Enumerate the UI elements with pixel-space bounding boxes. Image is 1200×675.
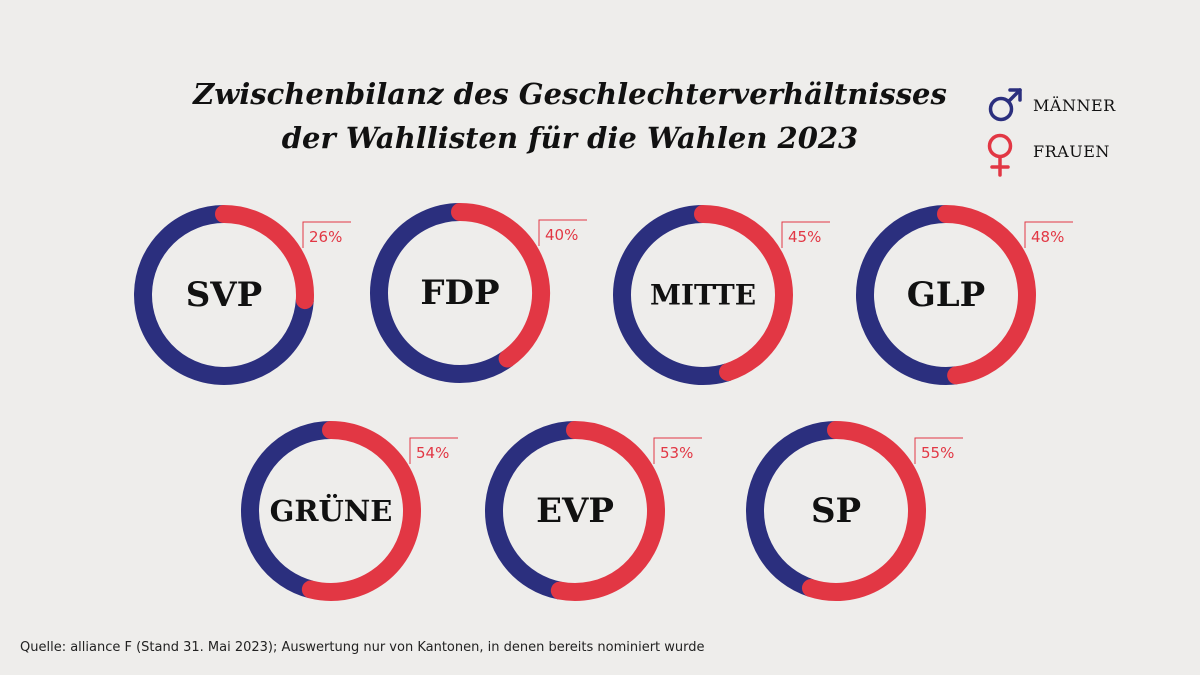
donut-label-fdp: FDP — [420, 273, 499, 313]
donut-segment-women-fdp — [451, 203, 550, 368]
donut-segment-women-sp — [801, 421, 926, 601]
donut-label-mitte: MITTE — [650, 279, 756, 312]
pct-callout-line-svp — [302, 221, 351, 248]
source-note: Quelle: alliance F (Stand 31. Mai 2023);… — [20, 640, 705, 655]
donut-segment-women-gruene — [301, 421, 421, 601]
donut-glp: GLP 48% — [856, 205, 1073, 385]
donut-sp: SP 55% — [746, 421, 963, 601]
pct-label-evp: 53% — [660, 444, 693, 462]
pct-callout-line-gruene — [409, 437, 458, 464]
donut-segment-women-svp — [215, 205, 314, 310]
donut-evp: EVP 53% — [485, 421, 702, 601]
female-symbol-icon — [987, 133, 1013, 177]
pct-callout-line-sp — [914, 437, 963, 464]
pct-label-glp: 48% — [1031, 228, 1064, 246]
donut-label-gruene: GRÜNE — [270, 492, 393, 528]
donut-mitte: MITTE 45% — [613, 205, 830, 385]
pct-label-gruene: 54% — [416, 444, 449, 462]
donut-segment-women-mitte — [694, 205, 793, 382]
male-symbol-icon — [988, 88, 1022, 122]
chart-title: Zwischenbilanz des Geschlechterverhältni… — [170, 72, 970, 160]
donut-segment-men-evp — [485, 421, 576, 600]
donut-svp: SVP 26% — [134, 205, 351, 385]
donut-segment-men-gruene — [241, 421, 332, 599]
pct-label-svp: 26% — [309, 228, 342, 246]
pct-label-sp: 55% — [921, 444, 954, 462]
pct-callout-line-glp — [1024, 221, 1073, 248]
donut-label-svp: SVP — [186, 275, 263, 315]
donut-segment-men-sp — [746, 421, 837, 597]
donut-segment-women-glp — [937, 205, 1036, 385]
pct-label-fdp: 40% — [545, 226, 578, 244]
donut-segment-men-svp — [134, 205, 314, 385]
legend-label-women: FRAUEN — [1033, 142, 1110, 161]
legend-label-men: MÄNNER — [1033, 96, 1116, 115]
pct-callout-line-evp — [653, 437, 702, 464]
donut-label-sp: SP — [811, 491, 861, 531]
pct-callout-line-mitte — [781, 221, 830, 248]
donut-segment-men-glp — [856, 205, 958, 385]
donut-fdp: FDP 40% — [370, 203, 587, 383]
donut-label-evp: EVP — [536, 491, 614, 531]
pct-label-mitte: 45% — [788, 228, 821, 246]
chart-title-line-1: Zwischenbilanz des Geschlechterverhältni… — [193, 77, 947, 111]
donut-segment-men-mitte — [613, 205, 731, 385]
donut-label-glp: GLP — [907, 275, 986, 315]
donut-gruene: GRÜNE 54% — [241, 421, 458, 601]
donut-segment-women-evp — [550, 421, 665, 601]
pct-callout-line-fdp — [538, 219, 587, 246]
chart-title-line-2: der Wahllisten für die Wahlen 2023 — [281, 121, 859, 155]
donut-segment-men-fdp — [370, 203, 513, 383]
